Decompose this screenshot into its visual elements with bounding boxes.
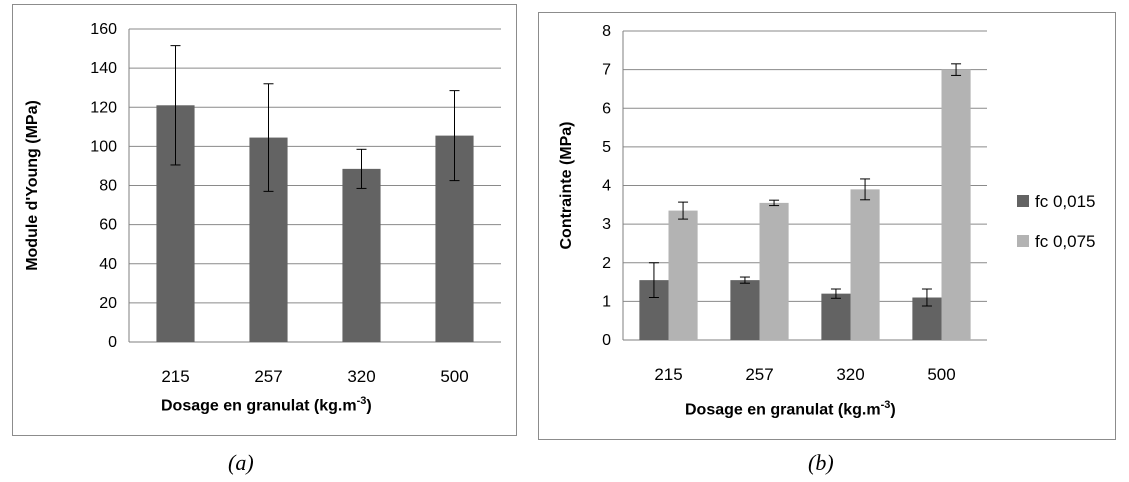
- bar-fc-0-075-320: [850, 189, 880, 340]
- y-tick-label: 5: [602, 139, 611, 156]
- bar-fc-0-015-320: [821, 293, 851, 340]
- x-tick-label: 257: [254, 367, 282, 386]
- legend-swatch: [1017, 195, 1029, 207]
- y-tick-label: 4: [602, 178, 611, 195]
- legend-label: fc 0,075: [1035, 232, 1096, 251]
- y-tick-label: 6: [602, 100, 611, 117]
- x-tick-label: 320: [347, 367, 375, 386]
- y-tick-label: 120: [90, 99, 117, 116]
- y-axis-label: Module d'Young (MPa): [24, 100, 41, 271]
- bar-320: [342, 168, 381, 342]
- y-tick-label: 60: [99, 217, 117, 234]
- x-tick-label: 500: [927, 365, 955, 384]
- y-axis-label: Contrainte (MPa): [558, 122, 575, 250]
- y-tick-label: 160: [90, 21, 117, 38]
- y-tick-label: 140: [90, 60, 117, 77]
- bar-fc-0-075-500: [941, 69, 971, 340]
- y-tick-label: 80: [99, 178, 117, 195]
- x-tick-label: 215: [161, 367, 189, 386]
- chart-a-xlabel: Dosage en granulat (kg.m-3): [161, 395, 372, 415]
- x-tick-label: 215: [654, 365, 682, 384]
- chart-panel-a: 0 20 40 60 80 100 120 140 160 215 257 320 500 Module …: [12, 4, 517, 436]
- y-tick-label: 0: [602, 332, 611, 349]
- chart-b-svg: 0 1 2 3 4 5 6 7 8 215 257 320 500 Contrainte (MPa) fc …: [558, 23, 1096, 384]
- caption-a: (a): [228, 450, 254, 475]
- y-tick-label: 20: [99, 295, 117, 312]
- x-tick-label: 257: [745, 365, 773, 384]
- chart-b-xlabel: Dosage en granulat (kg.m-3): [685, 399, 896, 419]
- bar-fc-0-075-257: [759, 202, 789, 340]
- y-tick-label: 0: [108, 334, 117, 351]
- chart-panel-b: 0 1 2 3 4 5 6 7 8 215 257 320 500 Contrainte (MPa) fc …: [538, 12, 1116, 440]
- y-tick-label: 3: [602, 216, 611, 233]
- y-tick-label: 8: [602, 23, 611, 40]
- x-tick-label: 320: [836, 365, 864, 384]
- y-tick-label: 1: [602, 293, 611, 310]
- y-tick-label: 100: [90, 138, 117, 155]
- y-tick-label: 7: [602, 62, 611, 79]
- legend-swatch: [1017, 235, 1029, 247]
- caption-b: (b): [808, 450, 834, 475]
- bar-fc-0-075-215: [668, 210, 698, 340]
- legend-label: fc 0,015: [1035, 192, 1096, 211]
- chart-a-svg: 0 20 40 60 80 100 120 140 160 215 257 320 500 Module …: [24, 21, 501, 386]
- x-tick-label: 500: [440, 367, 468, 386]
- bar-fc-0-015-257: [730, 280, 760, 340]
- y-tick-label: 2: [602, 255, 611, 272]
- y-tick-label: 40: [99, 256, 117, 273]
